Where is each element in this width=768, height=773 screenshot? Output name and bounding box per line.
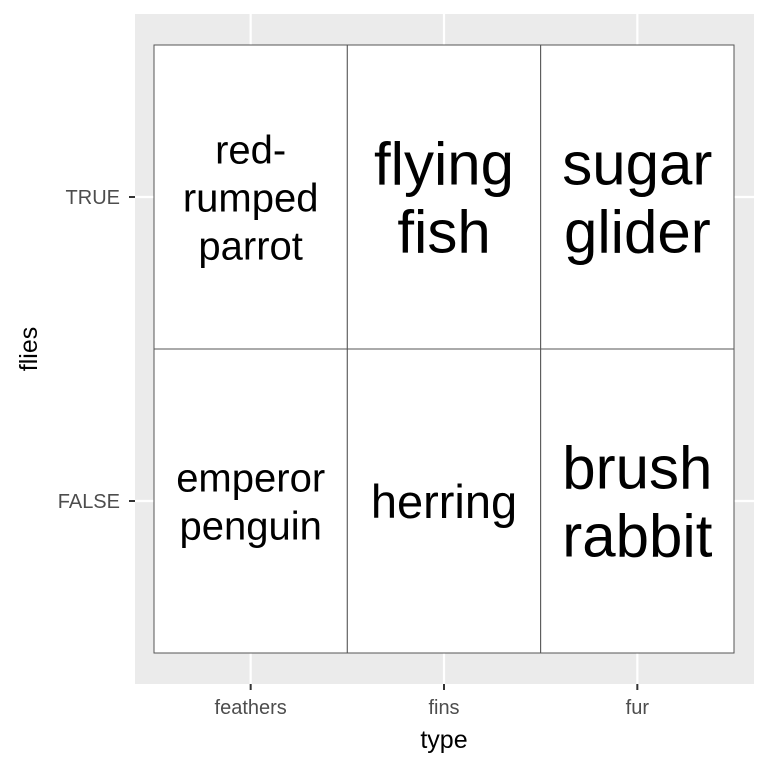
tile-label: flying fish <box>374 131 514 266</box>
tile <box>540 348 735 654</box>
tile-label-line: parrot <box>198 224 303 268</box>
x-tick-label: fins <box>428 697 459 719</box>
tile-label: brush rabbit <box>562 435 712 570</box>
tile-label: red-rumped parrot <box>183 128 319 268</box>
tile-label-line: rabbit <box>562 503 712 570</box>
y-axis-title: flies <box>15 327 43 371</box>
tile-label: herring <box>371 475 517 528</box>
tile-label-line: rumped <box>183 176 319 220</box>
tile-label-line: flying <box>374 131 514 198</box>
tile-label-line: emperor <box>176 456 325 500</box>
tile <box>346 44 542 350</box>
tile-label-line: red- <box>215 128 286 172</box>
tile <box>153 44 348 350</box>
tile-label-line: brush <box>562 435 712 502</box>
tile-label-line: glider <box>564 199 711 266</box>
tile-label: sugar glider <box>562 131 712 266</box>
tile-label-line: penguin <box>179 504 321 548</box>
tile <box>540 44 735 350</box>
tile-label-line: herring <box>371 475 517 528</box>
tile-label: emperor penguin <box>176 456 325 548</box>
x-tick-label: feathers <box>215 697 287 719</box>
tile <box>346 348 542 654</box>
x-axis-title: type <box>420 726 467 754</box>
y-tick-label: FALSE <box>58 491 120 513</box>
y-tick-label: TRUE <box>66 187 120 209</box>
tile-label-line: sugar <box>562 131 712 198</box>
tile <box>153 348 348 654</box>
tile-label-line: fish <box>397 199 490 266</box>
x-tick-label: fur <box>626 697 650 719</box>
